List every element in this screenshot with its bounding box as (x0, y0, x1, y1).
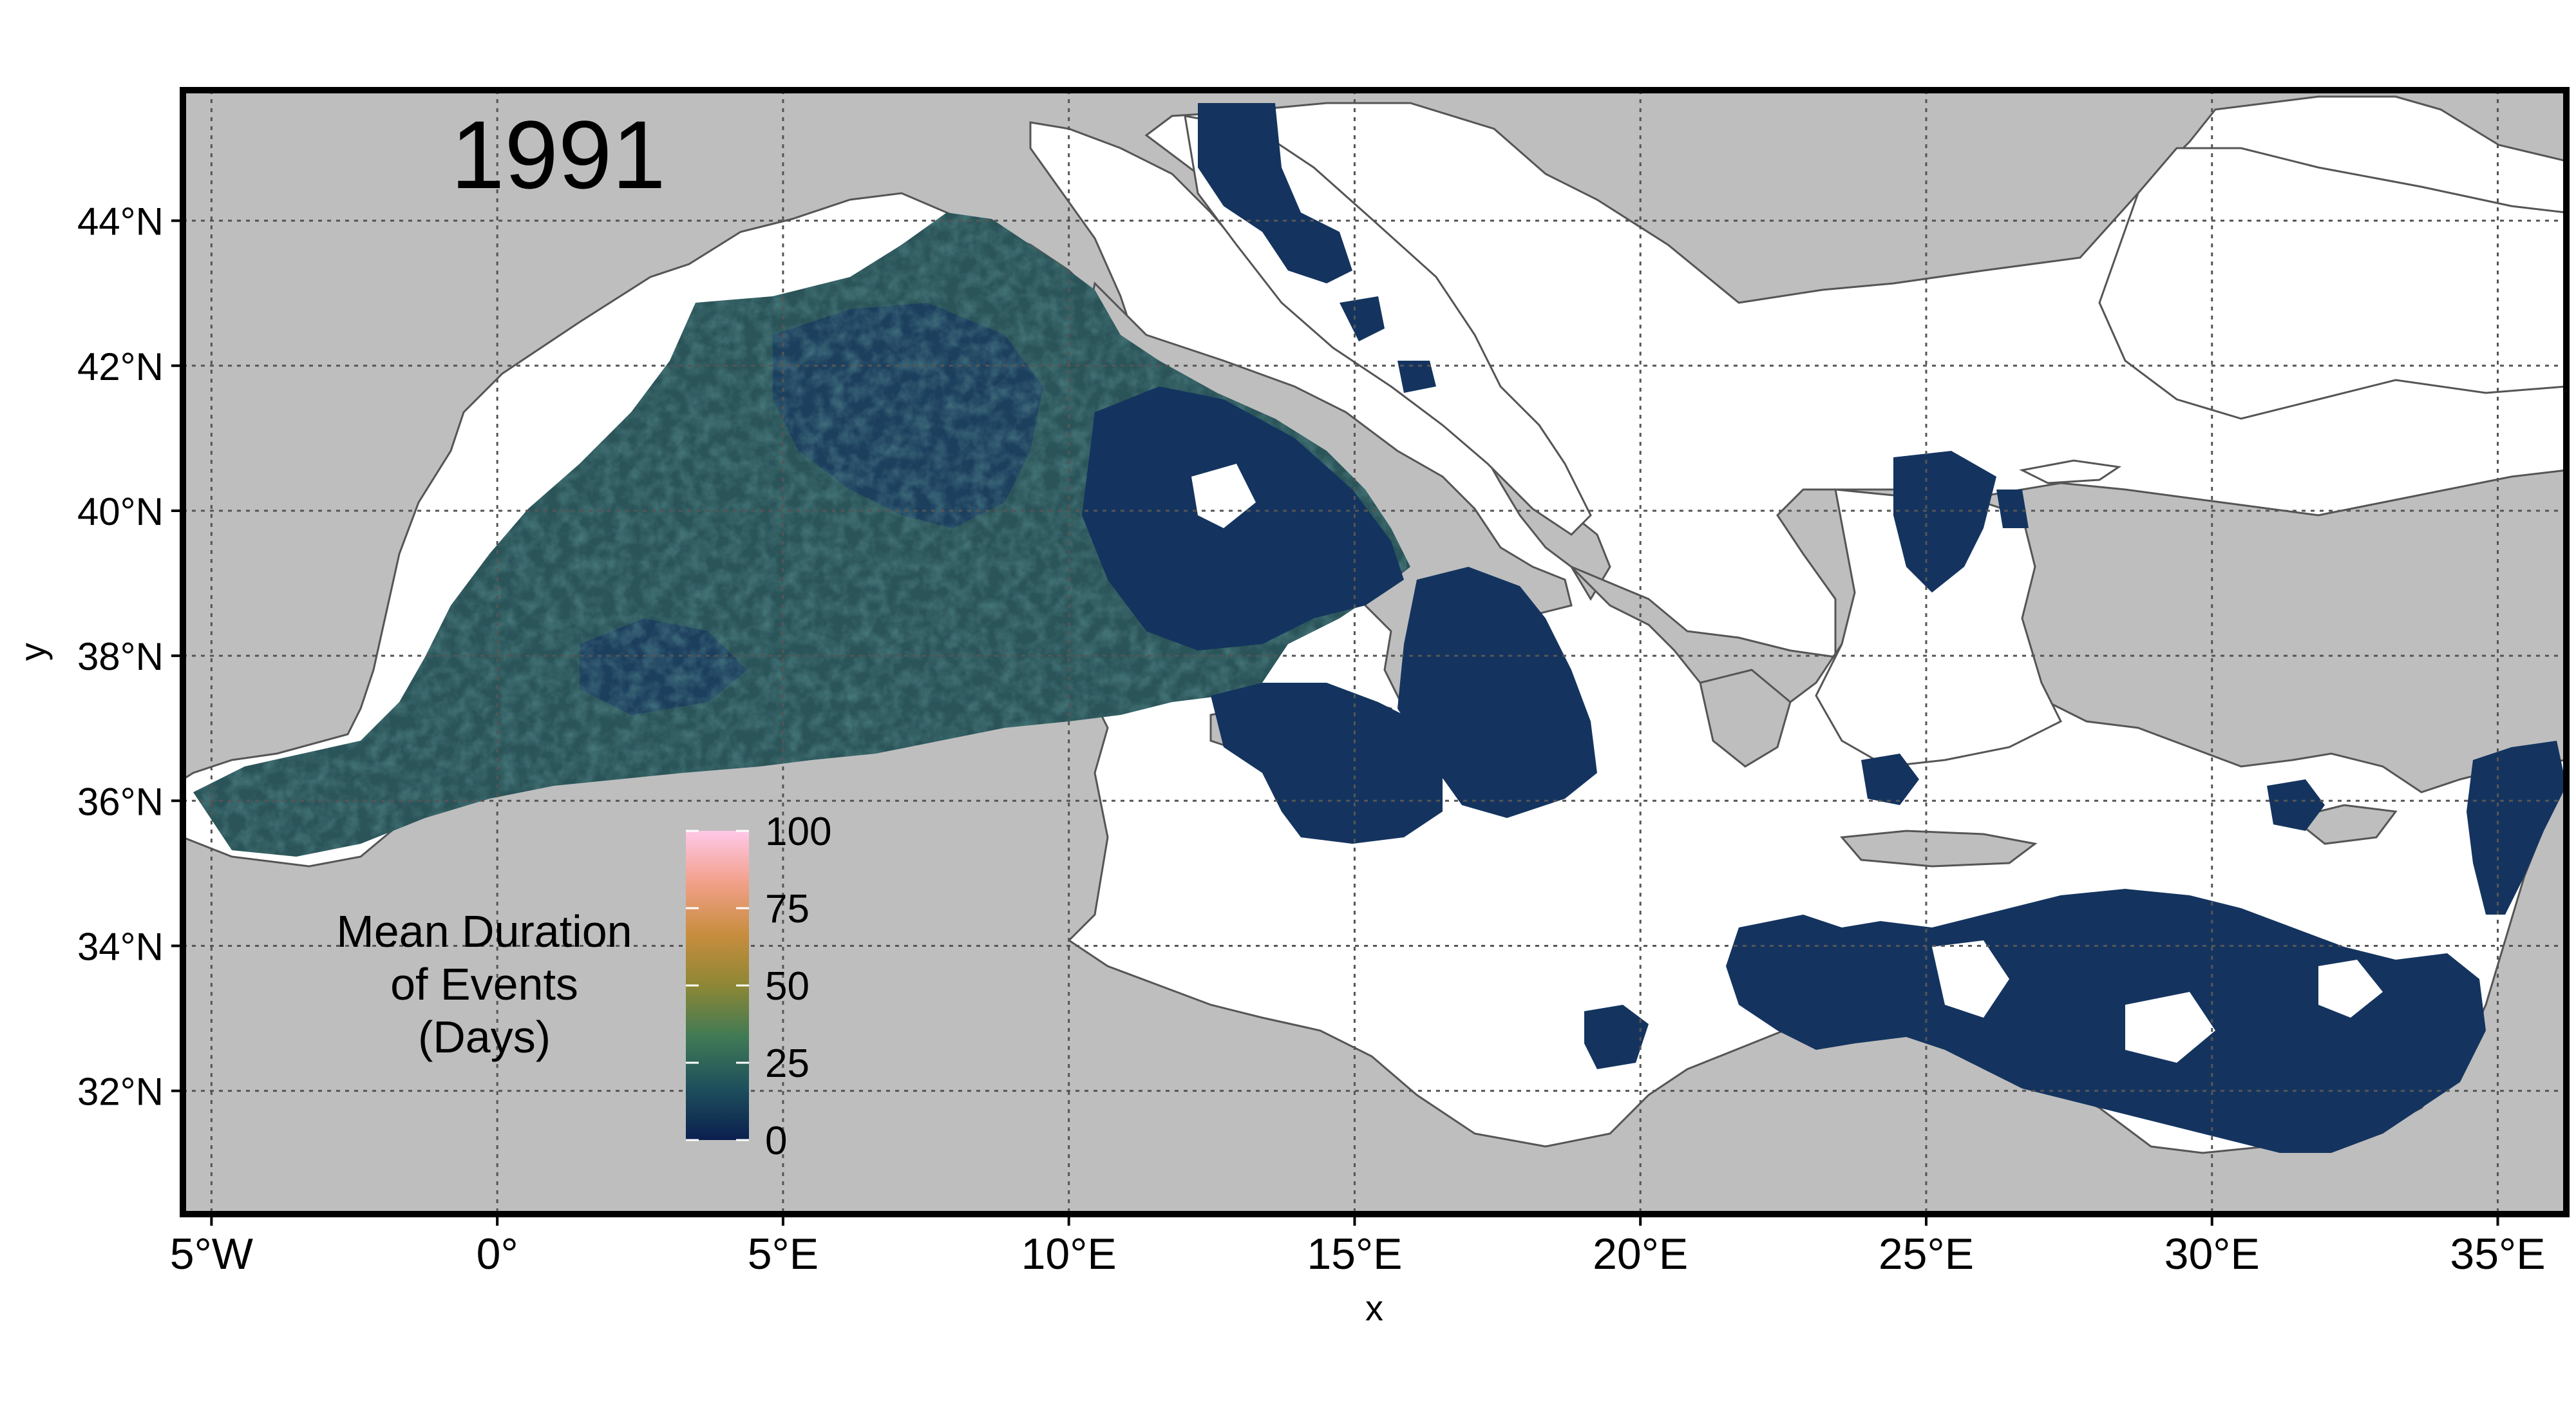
legend-title-line-3: (Days) (418, 1012, 551, 1062)
y-tick-label-6: 44°N (77, 200, 164, 243)
x-tick-label-5: 20°E (1593, 1230, 1688, 1279)
black-sea-basin (2098, 147, 2566, 420)
ionian-block (1397, 567, 1597, 818)
x-tick-label-0: 5°W (170, 1230, 253, 1279)
y-tick-label-0: 32°N (77, 1070, 164, 1114)
gap-levant-2 (2125, 992, 2215, 1063)
legend-tick-label-4: 100 (765, 810, 831, 854)
y-tick-label-1: 34°N (77, 925, 164, 968)
x-tick-label-8: 35°E (2450, 1230, 2545, 1279)
libya-coast-block (1584, 1005, 1649, 1069)
sicily-channel-block (1211, 683, 1443, 844)
y-tick-label-3: 38°N (77, 635, 164, 678)
gap-levant-3 (2318, 960, 2383, 1018)
legend-tick-label-0: 0 (765, 1119, 787, 1163)
tyrrhenian-south-block (1082, 386, 1404, 651)
legend-ticks: 0 25 50 75 100 (686, 810, 831, 1163)
adriatic-north-block (1198, 103, 1352, 283)
no-data-gaps (1191, 464, 2383, 1063)
levantine-south-block (1726, 889, 2486, 1153)
land-greece-turkey (1570, 469, 2566, 794)
adriatic-mid-block (1340, 296, 1436, 393)
year-label: 1991 (451, 100, 666, 209)
x-tick-label-4: 15°E (1307, 1230, 1402, 1279)
land-peloponnese (1699, 669, 1792, 768)
marmara-sea (2019, 459, 2122, 484)
legend: Mean Duration of Events (Days) 0 25 50 75 10… (336, 810, 831, 1163)
land-crete (1839, 830, 2038, 868)
x-tick-label-3: 10°E (1021, 1230, 1117, 1279)
x-tick-label-2: 5°E (748, 1230, 819, 1279)
aegean-south-block (1861, 754, 1919, 805)
x-tick-label-1: 0° (477, 1230, 518, 1279)
legend-title-line-2: of Events (390, 959, 578, 1009)
legend-tick-label-1: 25 (765, 1041, 810, 1086)
levant-east-block (2267, 741, 2566, 915)
duration-data-central (1082, 103, 2566, 1153)
y-tick-label-5: 42°N (77, 345, 164, 388)
land-cyprus (2290, 804, 2398, 845)
y-axis-label: y (12, 643, 53, 661)
map-panel (183, 90, 2566, 1214)
map-frame (180, 87, 2570, 1217)
y-axis-ticks: 32°N 34°N 36°N 38°N 40°N 42°N 44°N (77, 200, 183, 1114)
x-tick-label-6: 25°E (1879, 1230, 1974, 1279)
x-axis-label: x (1365, 1288, 1383, 1328)
legend-tick-label-3: 75 (765, 887, 810, 931)
y-tick-label-2: 36°N (77, 780, 164, 823)
graticule (183, 90, 2566, 1214)
x-axis-ticks: 5°W 0° 5°E 10°E 15°E 20°E 25°E 30°E 35°E (170, 1214, 2546, 1279)
gap-levant-1 (1932, 940, 2009, 1018)
gap-ionian (1191, 464, 1256, 528)
aegean-north-block (1893, 451, 2029, 593)
x-tick-label-7: 30°E (2164, 1230, 2260, 1279)
y-tick-label-4: 40°N (77, 490, 164, 533)
legend-tick-label-2: 50 (765, 964, 810, 1009)
legend-title-line-1: Mean Duration (336, 906, 632, 956)
